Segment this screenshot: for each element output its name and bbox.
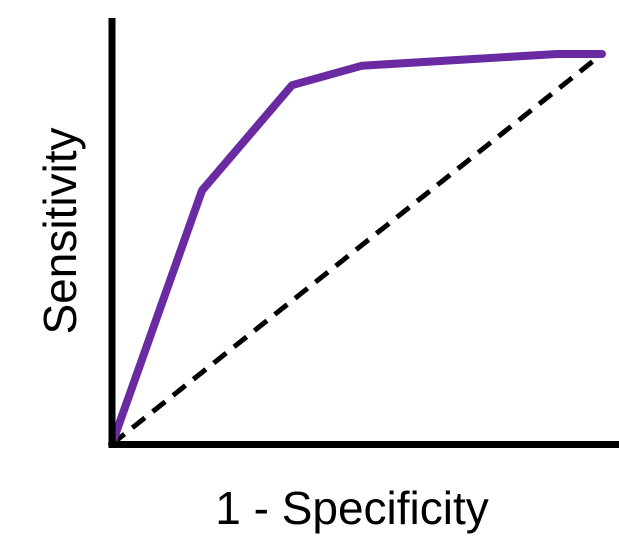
chance-diagonal-line (110, 52, 604, 446)
x-axis-label: 1 - Specificity (215, 482, 489, 534)
roc-curve-line (108, 50, 606, 448)
series-layer (108, 50, 606, 448)
y-axis-label: Sensitivity (34, 127, 86, 334)
